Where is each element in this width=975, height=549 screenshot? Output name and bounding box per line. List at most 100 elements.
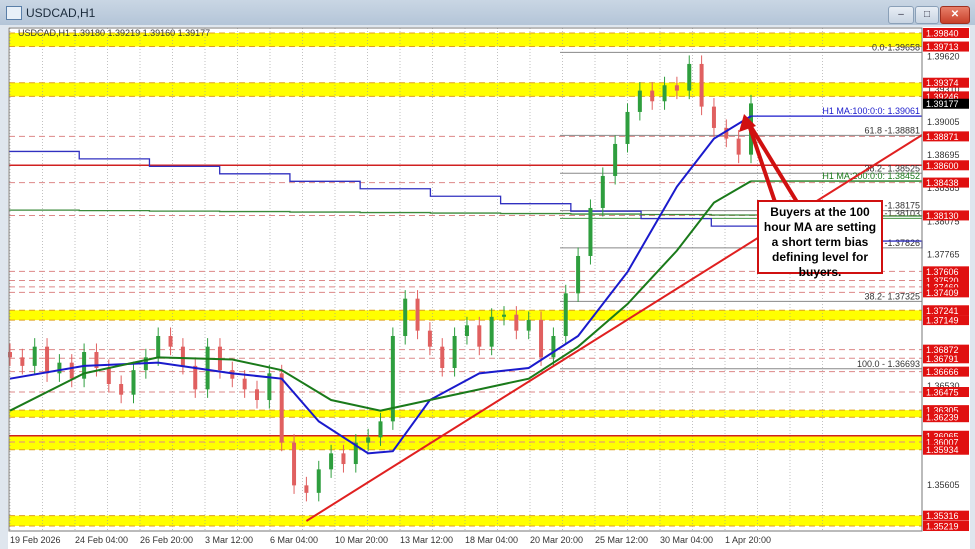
- candle-body: [180, 346, 185, 366]
- candle-body: [205, 346, 210, 390]
- level-price-box: [923, 91, 969, 102]
- y-tick-label: 1.36530: [927, 381, 960, 391]
- fibonacci-label: 100.0 - 1.36693: [857, 359, 920, 369]
- level-price-label: 1.37149: [926, 316, 959, 326]
- y-tick-label: 1.37765: [927, 249, 960, 259]
- candle-body: [279, 373, 284, 443]
- candle-body: [255, 389, 259, 401]
- level-price-box: [923, 131, 969, 142]
- level-price-box: [923, 412, 969, 423]
- candle-body: [366, 437, 371, 443]
- candle-body: [440, 346, 445, 369]
- chart-window-icon: [6, 6, 22, 20]
- y-tick-label: 1.38385: [927, 183, 960, 193]
- level-price-label: 1.39840: [926, 29, 959, 39]
- candle-body: [403, 298, 408, 336]
- candle-body: [625, 111, 630, 144]
- level-price-label: 1.38438: [926, 178, 959, 188]
- candle-body: [477, 325, 482, 347]
- level-price-box: [923, 344, 969, 355]
- level-price-label: 1.36065: [926, 431, 959, 441]
- y-tick-label: 1.38695: [927, 150, 960, 160]
- chart-area[interactable]: [8, 27, 970, 549]
- candle-body: [637, 90, 642, 112]
- candle-body: [600, 175, 605, 208]
- chart-header: USDCAD,H1 1.39180 1.39219 1.39160 1.3917…: [18, 28, 210, 38]
- level-price-label: 1.35316: [926, 511, 959, 521]
- level-price-box: [923, 275, 969, 286]
- level-price-label: 1.38130: [926, 211, 959, 221]
- level-price-label: 1.39246: [926, 92, 959, 102]
- fibonacci-label: 38.2- 1.37325: [864, 291, 920, 301]
- fibonacci-label: 61.8 -1.37826: [864, 238, 920, 248]
- level-price-label: 1.37241: [926, 306, 959, 316]
- arrow-shaft: [746, 120, 799, 204]
- level-price-box: [923, 210, 969, 221]
- level-price-label: 1.39374: [926, 78, 959, 88]
- level-price-box: [923, 405, 969, 416]
- fibonacci-label: 50.0 -1.38103: [864, 208, 920, 218]
- resistance-band: [9, 82, 922, 97]
- x-tick-label: 30 Mar 04:00: [660, 535, 713, 545]
- current-price-label: 1.39177: [926, 99, 959, 109]
- candle-body: [588, 207, 593, 256]
- candle-body: [687, 63, 692, 91]
- level-price-box: [923, 160, 969, 171]
- level-price-box: [923, 266, 969, 277]
- y-tick-label: 1.39620: [927, 51, 960, 61]
- candle-body: [464, 325, 469, 336]
- candle-body: [168, 335, 173, 347]
- level-price-label: 1.36791: [926, 354, 959, 364]
- candle-body: [378, 421, 383, 438]
- resistance-band: [9, 515, 922, 527]
- trendline: [305, 134, 923, 522]
- level-price-label: 1.36007: [926, 437, 959, 447]
- x-tick-label: 20 Mar 20:00: [530, 535, 583, 545]
- candle-body: [267, 373, 272, 401]
- candle-body: [329, 453, 334, 470]
- level-price-label: 1.38600: [926, 161, 959, 171]
- fibonacci-label: 61.8 -1.38881: [864, 125, 920, 135]
- candle-body: [415, 298, 420, 331]
- level-price-label: 1.37409: [926, 288, 959, 298]
- y-tick-label: 1.38075: [927, 216, 960, 226]
- candle-body: [20, 357, 25, 366]
- level-price-box: [923, 353, 969, 364]
- candle-body: [230, 370, 235, 379]
- candle-body: [452, 335, 457, 369]
- candle-body: [502, 314, 506, 317]
- window-titlebar: USDCAD,H1 – □ ✕: [0, 0, 975, 25]
- level-price-label: 1.37606: [926, 267, 959, 277]
- candle-body: [674, 85, 679, 91]
- x-tick-label: 10 Mar 20:00: [335, 535, 388, 545]
- candle-body: [94, 352, 99, 369]
- x-tick-label: 26 Feb 20:00: [140, 535, 193, 545]
- candle-body: [193, 365, 198, 390]
- current-price-box: [923, 98, 969, 109]
- level-price-label: 1.38871: [926, 132, 959, 142]
- level-price-box: [923, 41, 969, 52]
- x-tick-label: 24 Feb 04:00: [75, 535, 128, 545]
- level-price-label: 1.36239: [926, 413, 959, 423]
- level-price-label: 1.36666: [926, 367, 959, 377]
- level-price-box: [923, 315, 969, 326]
- candle-body: [304, 485, 309, 493]
- x-tick-label: 3 Mar 12:00: [205, 535, 253, 545]
- candle-body: [514, 314, 519, 331]
- resistance-band: [9, 410, 922, 418]
- candle-body: [563, 293, 568, 336]
- level-price-label: 1.36872: [926, 345, 959, 355]
- close-button[interactable]: ✕: [940, 6, 970, 24]
- maximize-button[interactable]: □: [915, 6, 939, 24]
- y-tick-label: 1.39005: [927, 117, 960, 127]
- level-price-box: [923, 281, 969, 292]
- window-title: USDCAD,H1: [26, 6, 96, 20]
- x-tick-label: 19 Feb 2026: [10, 535, 61, 545]
- minimize-button[interactable]: –: [888, 6, 914, 24]
- candle-body: [57, 362, 62, 374]
- candle-body: [539, 319, 544, 358]
- ma100-label: H1 MA:100:0:0: 1.39061: [822, 106, 920, 116]
- candle-body: [551, 335, 556, 358]
- candle-body: [106, 368, 111, 385]
